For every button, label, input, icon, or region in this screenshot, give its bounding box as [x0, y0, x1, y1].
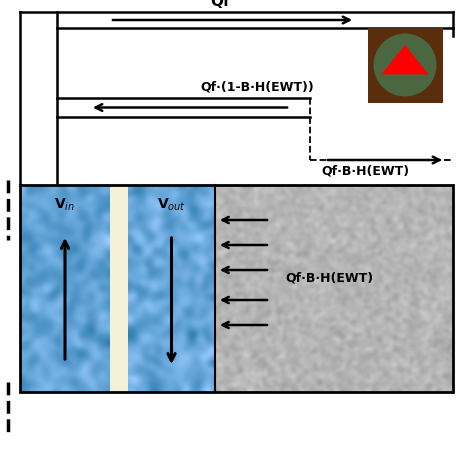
Text: Qf·(1-B·H(EWT)): Qf·(1-B·H(EWT)) — [200, 81, 314, 94]
Text: V$_{in}$: V$_{in}$ — [54, 197, 76, 213]
Text: Qf: Qf — [210, 0, 230, 9]
Text: Qf·B·H(EWT): Qf·B·H(EWT) — [285, 272, 373, 284]
Text: V$_{out}$: V$_{out}$ — [157, 197, 186, 213]
Bar — [20, 185, 453, 392]
Polygon shape — [381, 45, 429, 74]
Bar — [110, 185, 128, 392]
Text: Qf·B·H(EWT): Qf·B·H(EWT) — [321, 165, 409, 178]
Bar — [368, 28, 443, 103]
Circle shape — [373, 34, 437, 96]
